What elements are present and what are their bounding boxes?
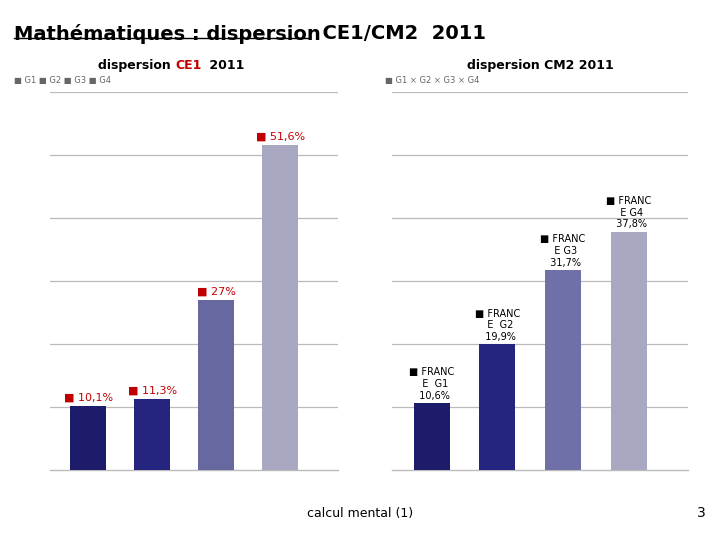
- Text: dispersion CM2 2011: dispersion CM2 2011: [467, 59, 613, 72]
- Text: CE1: CE1: [175, 59, 202, 72]
- Text: ■ 27%: ■ 27%: [197, 287, 235, 296]
- Text: ■ FRANC
  E G3
  31,7%: ■ FRANC E G3 31,7%: [540, 234, 585, 267]
- Bar: [71, 406, 106, 470]
- Bar: [611, 232, 647, 470]
- Text: ■ G1 × G2 × G3 × G4: ■ G1 × G2 × G3 × G4: [385, 76, 480, 85]
- Text: ■ G1 ■ G2 ■ G3 ■ G4: ■ G1 ■ G2 ■ G3 ■ G4: [14, 76, 111, 85]
- Text: CE1/CM2  2011: CE1/CM2 2011: [309, 24, 486, 43]
- Bar: [199, 300, 234, 470]
- Text: dispersion: dispersion: [98, 59, 175, 72]
- Text: 2011: 2011: [205, 59, 244, 72]
- Text: ■ FRANC
  E  G2
  19,9%: ■ FRANC E G2 19,9%: [474, 309, 520, 342]
- Text: ■ FRANC
  E  G1
  10,6%: ■ FRANC E G1 10,6%: [409, 367, 454, 401]
- Bar: [414, 403, 450, 470]
- Bar: [545, 270, 581, 470]
- Bar: [480, 345, 516, 470]
- Bar: [263, 145, 297, 470]
- Text: ■ 10,1%: ■ 10,1%: [63, 393, 112, 403]
- Bar: [135, 399, 170, 470]
- Text: ■ FRANC
  E G4
  37,8%: ■ FRANC E G4 37,8%: [606, 196, 651, 229]
- Text: calcul mental (1): calcul mental (1): [307, 507, 413, 520]
- Text: ■ 51,6%: ■ 51,6%: [256, 132, 305, 141]
- Text: Mathématiques : dispersion: Mathématiques : dispersion: [14, 24, 320, 44]
- Text: ■ 11,3%: ■ 11,3%: [127, 386, 176, 395]
- Text: 3: 3: [697, 506, 706, 520]
